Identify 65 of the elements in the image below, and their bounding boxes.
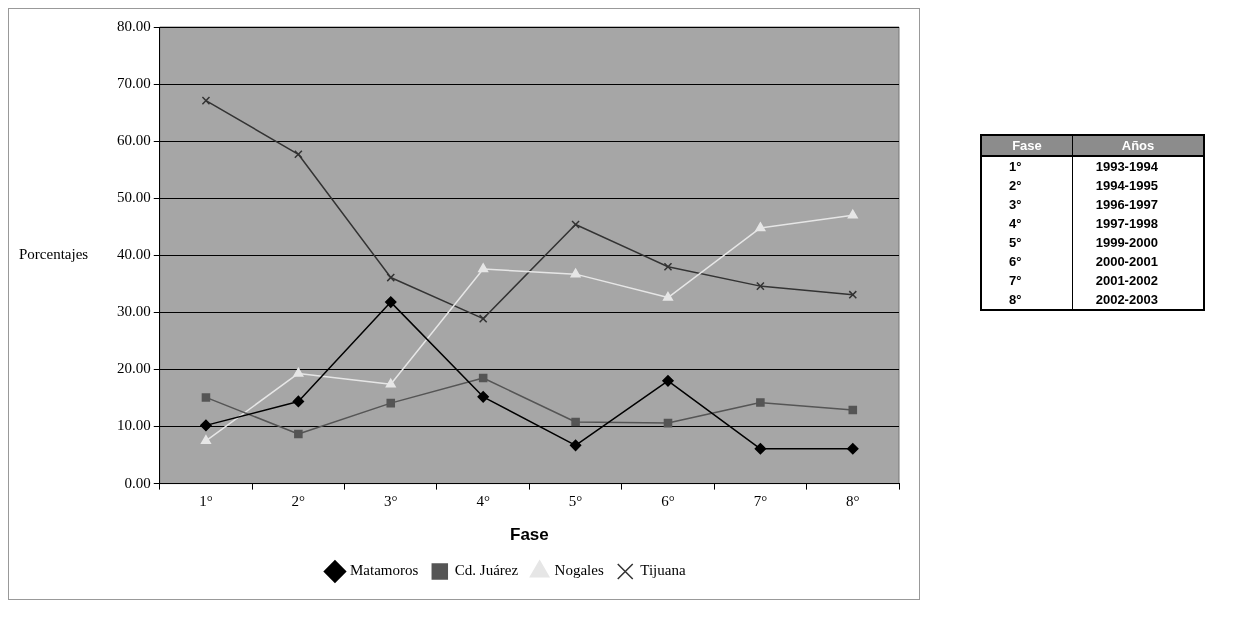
x-tick-label: 4° bbox=[476, 492, 490, 509]
point bbox=[478, 263, 489, 273]
text: 2° 1994-1995 bbox=[1009, 178, 1158, 193]
point bbox=[847, 443, 859, 455]
point bbox=[569, 439, 582, 452]
y-tick-label: 40.00 bbox=[117, 246, 151, 263]
point bbox=[385, 296, 397, 308]
point bbox=[386, 273, 396, 282]
point bbox=[477, 391, 489, 403]
point bbox=[755, 222, 766, 232]
text: 3° 1996-1997 bbox=[1009, 197, 1158, 212]
point bbox=[570, 268, 581, 278]
x-tick-label: 5° bbox=[568, 492, 583, 509]
text: Fase bbox=[981, 135, 1073, 156]
point bbox=[663, 418, 673, 428]
point bbox=[478, 314, 488, 323]
y-tick-label: 20.00 bbox=[117, 360, 151, 377]
text: 6° 2000-2001 bbox=[1009, 254, 1158, 269]
point bbox=[201, 393, 211, 402]
point bbox=[756, 398, 765, 407]
point bbox=[292, 395, 305, 408]
point bbox=[478, 373, 488, 383]
point bbox=[848, 405, 858, 415]
x-tick-label: 3° bbox=[384, 492, 398, 509]
y-tick-label: 0.00 bbox=[124, 474, 151, 491]
point bbox=[848, 290, 858, 299]
text: 1° 1993-1994 bbox=[1009, 159, 1158, 174]
point bbox=[294, 149, 303, 159]
point bbox=[571, 417, 580, 427]
legend-label: Cd. Juárez bbox=[454, 562, 519, 579]
y-tick-label: 30.00 bbox=[117, 303, 151, 320]
text: Años bbox=[1072, 135, 1204, 156]
y-axis-title: Porcentajes bbox=[19, 246, 89, 263]
y-tick-label: 80.00 bbox=[117, 17, 151, 34]
y-tick-label: 10.00 bbox=[117, 417, 151, 434]
y-tick-label: 70.00 bbox=[117, 75, 151, 92]
legend-label: Nogales bbox=[554, 562, 604, 579]
text: 7° 2001-2002 bbox=[1009, 273, 1158, 288]
text: 8° 2002-2003 bbox=[1009, 292, 1158, 307]
point bbox=[200, 435, 212, 445]
text: 5° 1999-2000 bbox=[1009, 235, 1158, 250]
legend-label: Matamoros bbox=[349, 562, 419, 579]
y-tick-label: 60.00 bbox=[117, 132, 151, 149]
point bbox=[294, 429, 303, 439]
point bbox=[201, 96, 211, 105]
x-tick-label: 7° bbox=[753, 492, 768, 509]
point bbox=[200, 419, 212, 432]
point bbox=[756, 281, 765, 291]
point bbox=[754, 443, 767, 455]
point bbox=[571, 220, 580, 229]
x-tick-label: 6° bbox=[661, 492, 675, 509]
point bbox=[662, 291, 674, 301]
point bbox=[386, 398, 396, 408]
x-tick-label: 8° bbox=[846, 492, 860, 509]
text: 4° 1997-1998 bbox=[1009, 216, 1158, 231]
point bbox=[662, 375, 674, 387]
point bbox=[847, 209, 858, 219]
y-tick-label: 50.00 bbox=[117, 189, 151, 206]
point bbox=[663, 262, 673, 271]
x-tick-label: 1° bbox=[199, 492, 213, 509]
x-tick-label: 2° bbox=[291, 492, 306, 509]
x-axis-title: Fase bbox=[510, 525, 549, 545]
point bbox=[385, 378, 396, 388]
legend-label: Tijuana bbox=[640, 562, 686, 579]
point bbox=[293, 367, 304, 377]
